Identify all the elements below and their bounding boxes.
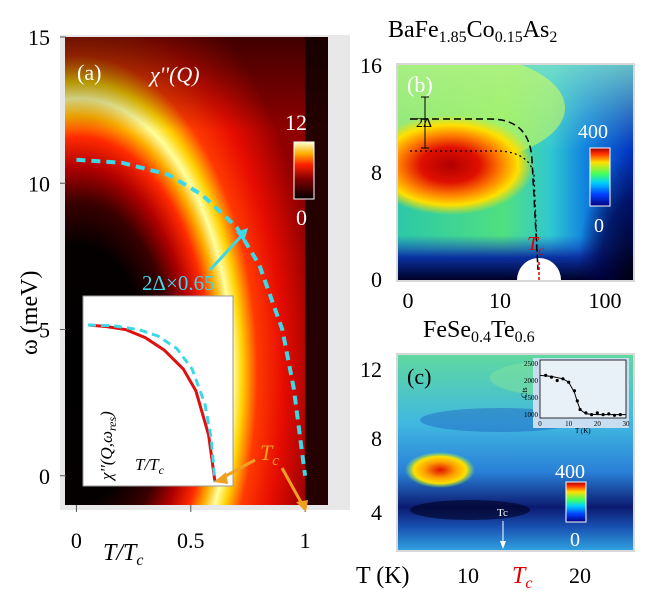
gap-arrow-main bbox=[208, 230, 247, 272]
panel-c-xtick: 10 bbox=[457, 563, 479, 588]
colorbar-c-max: 400 bbox=[555, 461, 585, 483]
panel-c-resonance bbox=[405, 452, 475, 488]
gap-label: 2Δ×0.65 bbox=[142, 271, 215, 295]
panel-c-ytick: 8 bbox=[371, 426, 382, 451]
inset-c-xtick: 20 bbox=[594, 420, 602, 428]
panel-b-resonance-curve bbox=[410, 150, 539, 271]
panel-c-label: (c) bbox=[407, 364, 431, 389]
inset-c-xlabel: T (K) bbox=[575, 427, 591, 435]
panel-c-title: FeSe0.4Te0.6 bbox=[423, 317, 535, 346]
inset-c-point bbox=[590, 413, 594, 417]
panel-a-inset: χ''(Q,ωres) T/Tc bbox=[82, 295, 234, 487]
inset-c-ytick: 1500 bbox=[524, 394, 539, 402]
panel-c-xtick: 20 bbox=[569, 563, 591, 588]
inset-c-point bbox=[555, 378, 559, 383]
colorbar-a-max: 12 bbox=[285, 110, 307, 135]
inset-c-xtick: 0 bbox=[538, 420, 542, 428]
panel-b: BaFe1.85Co0.15As2 2Δ (b) 400 0 Tc 16 8 0… bbox=[360, 17, 635, 313]
panel-a-colorbar: 12 0 bbox=[285, 110, 315, 230]
panel-a-ylabel: ω (meV) bbox=[17, 271, 43, 355]
colorbar-c-min: 0 bbox=[570, 529, 580, 551]
inset-c-ytick: 2500 bbox=[524, 360, 539, 368]
inset-c-point bbox=[595, 411, 599, 415]
panel-b-label: (b) bbox=[407, 72, 433, 97]
panel-c-ytick: 12 bbox=[360, 357, 382, 382]
inset-c-point bbox=[607, 412, 611, 416]
gap-curve bbox=[76, 157, 308, 477]
panel-c-ytick: 4 bbox=[371, 500, 382, 525]
inset-c-point bbox=[567, 380, 571, 384]
colorbar-c-gradient bbox=[565, 481, 587, 523]
panel-a-label: (a) bbox=[77, 60, 101, 85]
panel-a-xtick: 1 bbox=[300, 528, 311, 553]
tc-label: Tc bbox=[260, 440, 279, 469]
inset-c-point bbox=[544, 373, 548, 377]
panel-a-xtick: 0.5 bbox=[177, 528, 205, 553]
panel-b-ytick: 8 bbox=[371, 160, 382, 185]
colorbar-b-max: 400 bbox=[578, 121, 608, 143]
inset-c-point bbox=[612, 413, 617, 417]
panel-b-gap-label: 2Δ bbox=[416, 116, 432, 131]
panel-c-tc-small: Tc bbox=[497, 507, 508, 519]
panel-a-ytick: 15 bbox=[28, 25, 50, 50]
panel-a-title: χ''(Q) bbox=[148, 62, 200, 87]
panel-b-xtick: 10 bbox=[489, 288, 511, 313]
colorbar-b-min: 0 bbox=[594, 215, 604, 237]
panel-c-tc-label: Tc bbox=[512, 563, 532, 592]
inset-c-point bbox=[575, 399, 579, 403]
inset-c-ylabel: Cts bbox=[520, 387, 529, 398]
inset-c-xtick: 10 bbox=[565, 420, 573, 428]
inset-a-ylabel: χ''(Q,ωres) bbox=[97, 411, 119, 482]
colorbar-a-gradient bbox=[293, 141, 315, 200]
tc-arrow-main bbox=[280, 467, 304, 505]
panel-b-title: BaFe1.85Co0.15As2 bbox=[388, 17, 557, 46]
panel-b-xtick: 0 bbox=[403, 288, 414, 313]
inset-c-point bbox=[561, 377, 565, 381]
panel-b-colorbar: 400 0 bbox=[578, 121, 611, 237]
panel-a-xtick: 0 bbox=[71, 528, 82, 553]
panel-c-xlabel: T (K) bbox=[356, 563, 410, 589]
tc-arrowhead-main bbox=[296, 500, 308, 512]
inset-c-point bbox=[601, 413, 605, 417]
tc-annotation: Tc bbox=[214, 440, 308, 512]
panel-b-resonance bbox=[398, 115, 535, 215]
inset-c-ytick: 2000 bbox=[524, 377, 539, 385]
panel-a-ytick: 10 bbox=[28, 171, 50, 196]
inset-c-point bbox=[572, 389, 577, 393]
inset-c-point bbox=[584, 411, 588, 415]
inset-c-point bbox=[578, 407, 582, 412]
panel-c: FeSe0.4Te0.6 (c) 0 10 20 30 1000 1500 2000 2500… bbox=[356, 317, 635, 592]
inset-a-xlabel: T/Tc bbox=[135, 455, 165, 477]
panel-a-ytick: 5 bbox=[39, 318, 50, 343]
inset-c-ytick: 1000 bbox=[524, 411, 539, 419]
panel-c-colorbar: 400 0 bbox=[555, 461, 587, 551]
tc-arrow-inset bbox=[221, 458, 256, 480]
panel-b-xtick: 100 bbox=[589, 288, 622, 313]
gap-arrowhead-main bbox=[236, 228, 248, 242]
inset-a-cyan-curve bbox=[87, 323, 217, 483]
tc-arrowhead-inset bbox=[214, 472, 228, 484]
panel-c-inset: 0 10 20 30 1000 1500 2000 2500 Cts T (K) bbox=[520, 358, 630, 435]
panel-b-gap-curve bbox=[410, 118, 539, 271]
inset-c-xtick: 30 bbox=[623, 420, 631, 428]
panel-a-ytick: 0 bbox=[39, 464, 50, 489]
panel-b-ytick: 16 bbox=[360, 53, 382, 78]
inset-c-point bbox=[549, 375, 554, 379]
panel-a: 0 0.5 1 0 5 10 15 (a) χ''(Q) 12 0 2Δ×0.65 χ''… bbox=[17, 25, 350, 569]
inset-c-point bbox=[618, 413, 622, 417]
panel-b-ytick: 0 bbox=[371, 267, 382, 292]
colorbar-a-min: 0 bbox=[296, 205, 307, 230]
panel-a-xlabel: T/Tc bbox=[103, 540, 143, 569]
inset-a-red-curve bbox=[87, 323, 217, 483]
inset-c-plot-area bbox=[539, 359, 627, 419]
panel-b-tc-label: Tc bbox=[527, 233, 545, 259]
colorbar-b-gradient bbox=[589, 147, 611, 207]
